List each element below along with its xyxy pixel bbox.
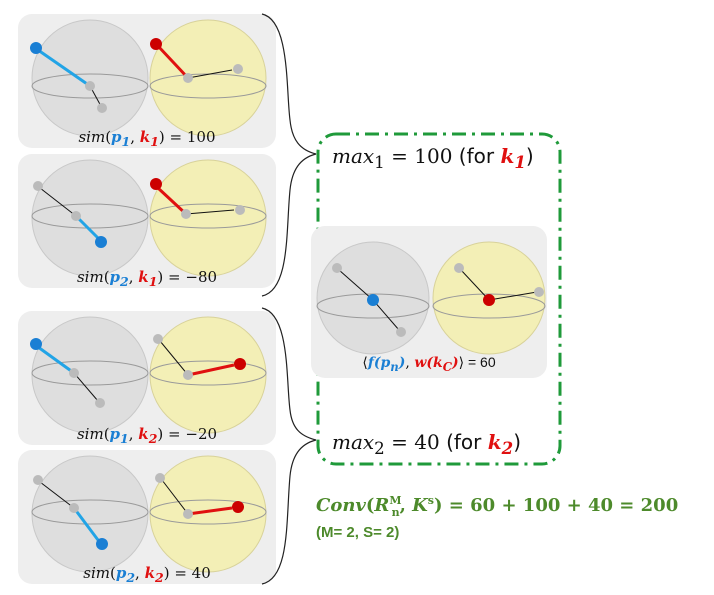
similarity-panel-4: sim(p2, k2) = 40 [18, 450, 276, 585]
gray-sphere [31, 159, 149, 277]
similarity-caption-2: sim(p2, k1) = −80 [76, 268, 218, 289]
red-point-icon [150, 178, 162, 190]
blue-point-icon [30, 338, 42, 350]
red-point-icon [150, 38, 162, 50]
sphere-pair-4 [31, 455, 267, 573]
red-point-icon [483, 294, 495, 306]
red-point-icon [232, 501, 244, 513]
similarity-panel-1: sim(p1, k1) = 100 [18, 14, 276, 149]
similarity-caption-1: sim(p1, k1) = 100 [78, 128, 216, 149]
red-point-icon [234, 358, 246, 370]
max1-label: max1 = 100 (for k1) [332, 144, 534, 172]
center-sphere-pair [316, 241, 546, 355]
conv-parameters: (M= 2, S= 2) [316, 524, 400, 541]
gray-sphere [31, 19, 149, 137]
blue-point-icon [96, 538, 108, 550]
inner-product-panel: ⟨f(pn), w(kC)⟩ = 60 [311, 226, 547, 378]
blue-point-icon [95, 236, 107, 248]
similarity-panel-2: sim(p2, k1) = −80 [18, 154, 276, 289]
similarity-caption-3: sim(p1, k2) = −20 [76, 425, 218, 446]
max2-label: max2 = 40 (for k2) [332, 430, 521, 458]
inner-product-caption: ⟨f(pn), w(kC)⟩ = 60 [362, 354, 496, 374]
gray-sphere [31, 316, 149, 434]
yellow-sphere [149, 455, 267, 573]
similarity-panel-3: sim(p1, k2) = −20 [18, 311, 276, 446]
upper-brace [261, 13, 317, 297]
sphere-pair-2 [31, 159, 267, 277]
yellow-sphere [149, 159, 267, 277]
yellow-sphere [149, 316, 267, 434]
blue-point-icon [367, 294, 379, 306]
gray-sphere [31, 455, 149, 573]
sphere-pair-3 [30, 316, 267, 434]
conv-formula: Conv(RMn, Ks) = 60 + 100 + 40 = 200 [316, 494, 679, 519]
similarity-caption-4: sim(p2, k2) = 40 [83, 564, 211, 585]
blue-point-icon [30, 42, 42, 54]
lower-brace [261, 307, 317, 585]
sphere-pair-1 [30, 19, 267, 137]
